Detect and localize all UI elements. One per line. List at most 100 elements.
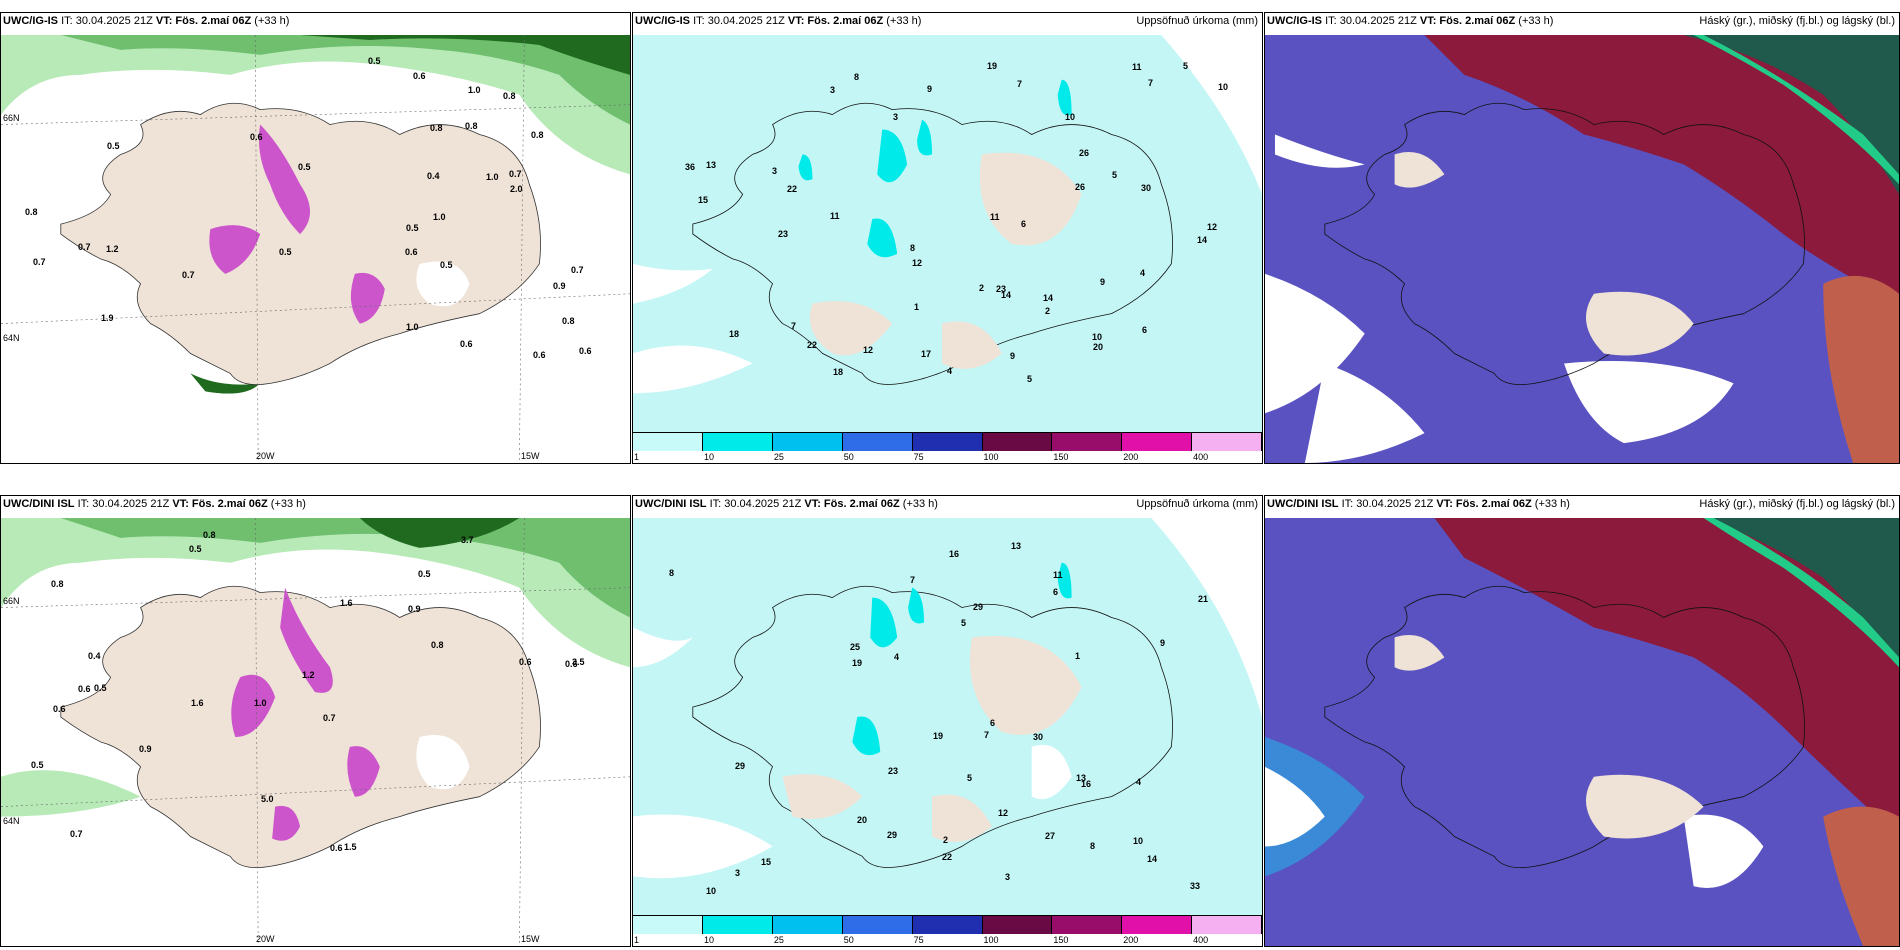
map-value-label: 33	[1190, 881, 1201, 891]
map-value-label: 0.8	[503, 91, 516, 101]
colorbar-swatch	[1122, 433, 1193, 451]
map-value-label: 4	[1140, 268, 1146, 278]
colorbar-swatch	[772, 916, 843, 934]
map-value-label: 19	[852, 658, 863, 668]
map-value-label: 10	[706, 886, 717, 896]
map-value-label: 0.7	[78, 242, 91, 252]
map-value-label: 0.6	[579, 346, 592, 356]
panel-variable-title: Háský (gr.), miðský (fj.bl.) og lágský (…	[1699, 15, 1895, 27]
map-value-label: 0.5	[189, 544, 202, 554]
map-value-label: 1	[914, 302, 920, 312]
map-value-label: 2	[979, 283, 985, 293]
panel-title: UWC/DINI ISL IT: 30.04.2025 21Z VT: Fös.…	[1267, 498, 1570, 510]
map-value-label: 20	[857, 815, 868, 825]
map-value-label: 3	[735, 868, 741, 878]
map-value-label: 1.6	[340, 598, 353, 608]
colorbar-tick-label: 10	[704, 452, 715, 462]
colorbar-swatch	[633, 916, 703, 934]
map-value-label: 5	[1112, 170, 1118, 180]
map-value-label: 0.7	[509, 169, 522, 179]
map-value-label: 3	[772, 166, 778, 176]
wind-map-panel-bottom: UWC/DINI ISL IT: 30.04.2025 21Z VT: Fös.…	[0, 495, 631, 947]
colorbar-swatch	[1052, 433, 1123, 451]
map-value-label: 2	[943, 835, 949, 845]
map-value-label: 12	[998, 808, 1009, 818]
map-value-label: 1.0	[468, 85, 481, 95]
map-value-label: 7	[791, 321, 797, 331]
map-value-label: 8	[854, 72, 860, 82]
colorbar-tick-label: 150	[1053, 452, 1069, 462]
map-value-label: 0.8	[430, 123, 443, 133]
panel-variable-title: Uppsöfnuð úrkoma (mm)	[1136, 15, 1258, 27]
map-value-label: 3.7	[461, 535, 474, 545]
map-value-label: 30	[1033, 732, 1044, 742]
map-value-label: 0.7	[571, 265, 584, 275]
colorbar-tick-label: 400	[1193, 935, 1209, 945]
map-value-label: 0.7	[33, 257, 46, 267]
wind-map	[1, 518, 630, 946]
map-value-label: 13	[706, 160, 717, 170]
map-value-label: 15	[698, 195, 709, 205]
colorbar-swatch	[912, 916, 983, 934]
precip-map-panel-bottom: UWC/DINI ISL IT: 30.04.2025 21Z VT: Fös.…	[632, 495, 1263, 947]
map-value-label: 0.5	[31, 760, 44, 770]
colorbar-swatch	[982, 916, 1053, 934]
map-value-label: 0.9	[139, 744, 152, 754]
map-value-label: 1.2	[302, 670, 315, 680]
map-value-label: 22	[787, 184, 798, 194]
map-value-label: 0.5	[406, 223, 419, 233]
colorbar-tick-label: 400	[1193, 452, 1209, 462]
map-value-label: 5	[961, 618, 967, 628]
panel-title: UWC/IG-IS IT: 30.04.2025 21Z VT: Fös. 2.…	[635, 15, 922, 27]
lon-label-15w: 15W	[521, 934, 540, 944]
map-value-label: 0.6	[413, 71, 426, 81]
map-value-label: 9	[1100, 277, 1106, 287]
map-value-label: 0.5	[368, 56, 381, 66]
map-value-label: 0.8	[431, 640, 444, 650]
map-value-label: 1.9	[101, 313, 114, 323]
map-value-label: 13	[1011, 541, 1022, 551]
map-value-label: 1.0	[433, 212, 446, 222]
colorbar-tick-label: 1	[634, 452, 640, 462]
map-value-label: 1.0	[406, 322, 419, 332]
map-value-label: 0.9	[553, 281, 566, 291]
map-value-label: 0.6	[533, 350, 546, 360]
map-value-label: 14	[1043, 293, 1054, 303]
map-value-label: 9	[927, 84, 933, 94]
map-value-label: 5	[1183, 61, 1189, 71]
map-value-label: 22	[807, 340, 818, 350]
precip-colorbar: 1 10 25 50 75 100 150 200 400	[633, 432, 1262, 463]
panel-variable-title: Uppsöfnuð úrkoma (mm)	[1136, 498, 1258, 510]
map-value-label: 10	[1092, 332, 1103, 342]
cloud-map	[1265, 518, 1899, 946]
map-value-label: 0.7	[182, 270, 195, 280]
map-value-label: 11	[1132, 62, 1142, 72]
map-value-label: 12	[912, 258, 923, 268]
map-value-label: 0.6	[405, 247, 418, 257]
map-value-label: 16	[1081, 779, 1092, 789]
map-value-label: 0.8	[25, 207, 38, 217]
map-value-label: 2.0	[510, 184, 523, 194]
map-value-label: 0.6	[565, 659, 578, 669]
map-value-label: 0.8	[465, 121, 478, 131]
map-value-label: 25	[850, 642, 861, 652]
colorbar-swatch	[842, 916, 913, 934]
lat-label-66n: 66N	[3, 596, 20, 606]
map-value-label: 4	[947, 366, 953, 376]
map-value-label: 0.6	[53, 704, 66, 714]
map-value-label: 10	[1133, 836, 1144, 846]
map-value-label: 0.7	[70, 829, 83, 839]
map-value-label: 12	[1207, 222, 1218, 232]
map-value-label: 2	[1045, 306, 1051, 316]
map-value-label: 0.8	[51, 579, 64, 589]
map-value-label: 18	[833, 367, 844, 377]
colorbar-tick-label: 10	[704, 935, 715, 945]
map-value-label: 9	[1010, 351, 1016, 361]
colorbar-tick-label: 150	[1053, 935, 1069, 945]
map-value-label: 1.0	[254, 698, 267, 708]
map-value-label: 23	[996, 284, 1007, 294]
colorbar-swatch	[703, 916, 773, 934]
colorbar-tick-label: 75	[913, 452, 924, 462]
map-value-label: 11	[990, 212, 1000, 222]
map-value-label: 0.6	[460, 339, 473, 349]
